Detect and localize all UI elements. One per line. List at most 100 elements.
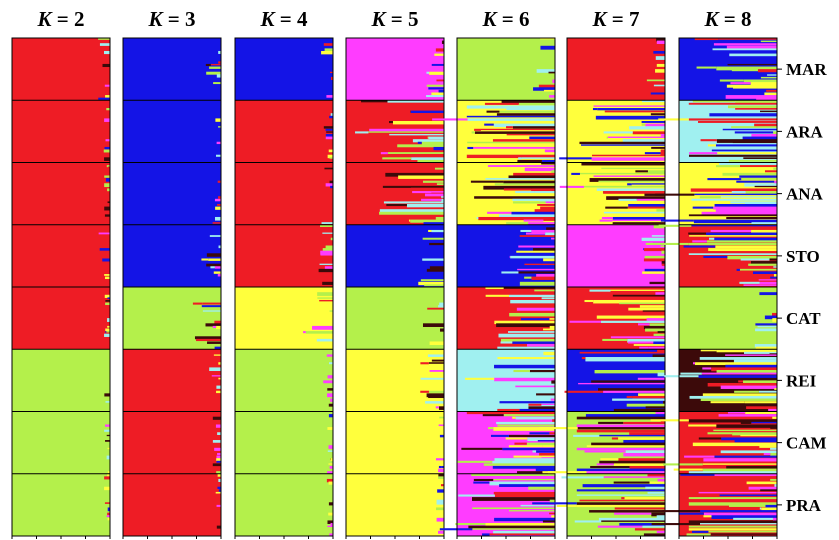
individual-admixture-bar (734, 390, 759, 393)
individual-admixture-bar (527, 437, 555, 442)
population-block (12, 287, 110, 350)
individual-admixture-bar (716, 66, 777, 71)
individual-admixture-bar (509, 312, 555, 317)
individual-admixture-bar (515, 385, 555, 388)
individual-admixture-bar (104, 294, 110, 298)
individual-admixture-bar (643, 258, 665, 262)
individual-admixture-bar (514, 442, 527, 445)
individual-admixture-bar (663, 463, 703, 466)
individual-admixture-bar (434, 167, 444, 170)
individual-admixture-bar (214, 198, 221, 202)
individual-admixture-bar (693, 219, 777, 224)
individual-admixture-bar (708, 237, 715, 240)
individual-admixture-bar (201, 258, 209, 261)
individual-admixture-bar (467, 141, 555, 144)
individual-admixture-bar (105, 139, 110, 142)
individual-admixture-bar (673, 468, 703, 471)
population-label-sto: STO (786, 247, 820, 266)
individual-admixture-bar (104, 146, 110, 150)
individual-admixture-bar (500, 338, 555, 343)
individual-admixture-bar (755, 328, 777, 332)
individual-admixture-bar (678, 512, 704, 515)
individual-admixture-bar (528, 222, 555, 226)
population-block (346, 287, 444, 350)
population-label-mar: MAR (786, 60, 827, 79)
individual-admixture-bar (599, 460, 665, 465)
individual-admixture-bar (599, 434, 665, 437)
individual-admixture-bar (711, 149, 777, 152)
individual-admixture-bar (471, 473, 555, 476)
population-block (235, 287, 333, 350)
individual-admixture-bar (552, 419, 555, 422)
individual-admixture-bar (716, 349, 777, 353)
individual-admixture-bar (494, 377, 555, 382)
individual-admixture-bar (392, 121, 444, 125)
individual-admixture-bar (648, 346, 665, 349)
individual-admixture-bar (708, 530, 777, 533)
individual-admixture-bar (543, 219, 555, 221)
population-block (235, 224, 333, 287)
individual-admixture-bar (743, 157, 777, 160)
individual-admixture-bar (552, 79, 555, 84)
individual-admixture-bar (652, 354, 665, 359)
individual-admixture-bar (383, 201, 444, 204)
individual-admixture-bar (713, 206, 777, 210)
individual-admixture-bar (651, 235, 665, 237)
individual-admixture-bar (107, 512, 110, 516)
individual-admixture-bar (691, 224, 777, 227)
structure-panel-k7 (532, 37, 666, 539)
individual-admixture-bar (713, 43, 777, 46)
population-block (123, 411, 221, 474)
individual-admixture-bar (458, 494, 495, 497)
individual-admixture-bar (99, 43, 110, 46)
individual-admixture-bar (725, 364, 777, 369)
individual-admixture-bar (482, 533, 490, 536)
individual-admixture-bar (387, 100, 444, 103)
individual-admixture-bar (538, 427, 578, 430)
individual-admixture-bar (438, 465, 442, 469)
individual-admixture-bar (192, 302, 203, 305)
individual-admixture-bar (660, 245, 665, 247)
individual-admixture-bar (700, 398, 777, 402)
individual-admixture-bar (741, 178, 777, 180)
individual-admixture-bar (586, 471, 665, 474)
individual-admixture-bar (694, 362, 777, 366)
individual-admixture-bar (417, 141, 422, 144)
individual-admixture-bar (706, 240, 777, 243)
individual-admixture-bar (484, 123, 494, 126)
individual-admixture-bar (551, 515, 555, 518)
individual-admixture-bar (623, 440, 665, 444)
individual-admixture-bar (327, 375, 333, 379)
individual-admixture-bar (429, 341, 444, 345)
individual-admixture-bar (541, 297, 555, 300)
individual-admixture-bar (765, 504, 777, 509)
individual-admixture-bar (494, 458, 555, 462)
individual-admixture-bar (656, 38, 665, 42)
individual-admixture-bar (545, 232, 555, 236)
individual-admixture-bar (355, 131, 369, 134)
individual-admixture-bar (751, 222, 777, 225)
individual-admixture-bar (217, 486, 221, 489)
individual-admixture-bar (698, 437, 722, 440)
population-label-rei: REI (786, 371, 817, 390)
individual-admixture-bar (657, 478, 665, 483)
individual-admixture-bar (516, 307, 555, 311)
individual-admixture-bar (325, 183, 333, 187)
individual-admixture-bar (716, 424, 777, 428)
individual-admixture-bar (584, 450, 626, 453)
individual-admixture-bar (728, 504, 766, 507)
individual-admixture-bar (688, 497, 777, 500)
individual-admixture-bar (627, 206, 665, 209)
individual-admixture-bar (748, 263, 777, 266)
individual-admixture-bar (99, 248, 110, 251)
individual-admixture-bar (216, 154, 221, 157)
individual-admixture-bar (618, 437, 665, 440)
individual-admixture-bar (576, 468, 665, 472)
individual-admixture-bar (508, 445, 543, 448)
individual-admixture-bar (428, 390, 444, 394)
individual-admixture-bar (425, 401, 444, 404)
individual-admixture-bar (485, 294, 510, 297)
individual-admixture-bar (632, 131, 665, 135)
individual-admixture-bar (216, 385, 221, 389)
individual-admixture-bar (688, 253, 777, 255)
